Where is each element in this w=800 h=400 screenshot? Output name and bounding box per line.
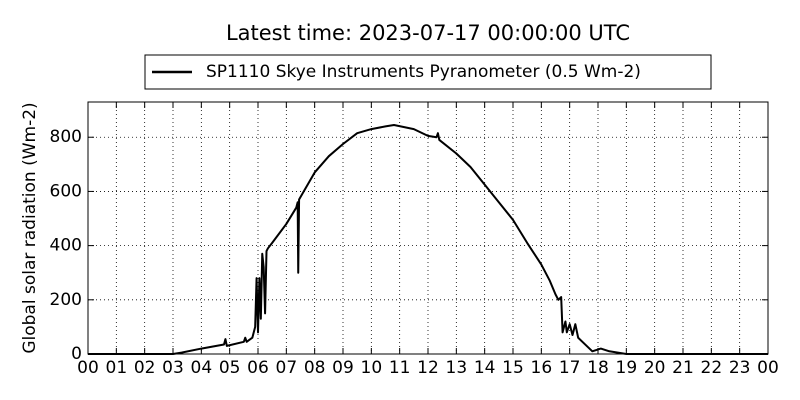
x-tick-label: 07	[276, 358, 298, 378]
plot-frame	[87, 101, 769, 355]
y-tick-label: 0	[71, 344, 82, 364]
x-tick-label: 16	[531, 358, 553, 378]
y-tick-label: 800	[50, 127, 82, 147]
x-tick-label: 23	[729, 358, 751, 378]
y-tick-label: 600	[50, 181, 82, 201]
x-tick-label: 02	[134, 358, 156, 378]
y-axis-label: Global solar radiation (Wm-2)	[20, 102, 40, 353]
legend-label: SP1110 Skye Instruments Pyranometer (0.5…	[206, 62, 641, 82]
x-tick-label: 20	[644, 358, 666, 378]
x-tick-label: 09	[332, 358, 354, 378]
x-tick-label: 10	[361, 358, 383, 378]
x-tick-label: 15	[502, 358, 524, 378]
x-tick-label: 06	[247, 358, 269, 378]
x-tick-label: 22	[701, 358, 723, 378]
data-line	[88, 124, 768, 355]
x-tick-label: 00	[77, 358, 99, 378]
x-tick-label: 17	[559, 358, 581, 378]
x-tick-label: 12	[417, 358, 439, 378]
x-tick-label: 21	[672, 358, 694, 378]
legend-box	[144, 54, 712, 90]
x-tick-label: 19	[616, 358, 638, 378]
x-tick-label: 04	[191, 358, 213, 378]
y-tick-label: 400	[50, 236, 82, 256]
x-tick-label: 00	[757, 358, 779, 378]
x-tick-label: 05	[219, 358, 241, 378]
x-tick-label: 08	[304, 358, 326, 378]
x-tick-label: 18	[587, 358, 609, 378]
legend: SP1110 Skye Instruments Pyranometer (0.5…	[144, 54, 712, 90]
x-tick-label: 14	[474, 358, 496, 378]
y-tick-label: 200	[50, 290, 82, 310]
x-tick-label: 13	[446, 358, 468, 378]
x-tick-label: 11	[389, 358, 411, 378]
chart-title: Latest time: 2023-07-17 00:00:00 UTC	[226, 21, 630, 45]
x-tick-label: 03	[162, 358, 184, 378]
x-tick-label: 01	[106, 358, 128, 378]
